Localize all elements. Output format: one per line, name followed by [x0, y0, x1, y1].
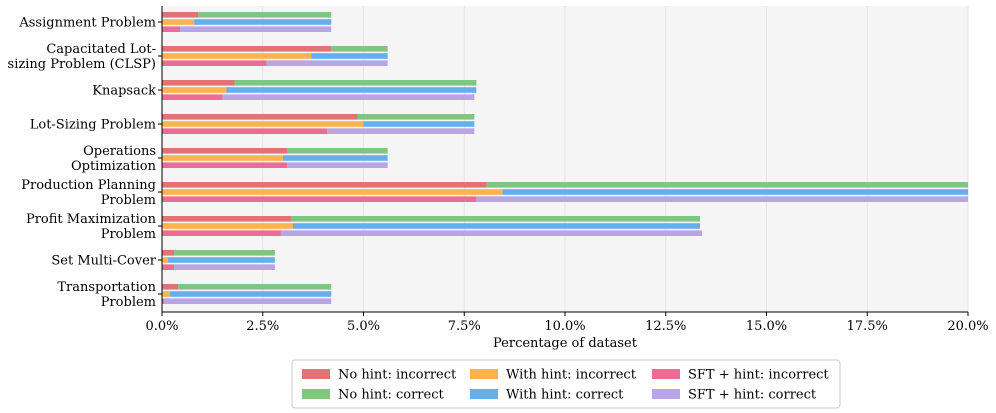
legend-frame — [291, 359, 841, 409]
bar-segment — [280, 230, 703, 236]
bar-segment — [162, 264, 175, 270]
category-labels: Assignment Problem Capacitated Lot-sizing… — [8, 16, 162, 310]
legend-swatch — [652, 369, 680, 379]
category-label: Capacitated Lot- — [46, 42, 156, 57]
bar-segment — [162, 148, 287, 154]
bar-segment — [162, 26, 181, 32]
category-label: sizing Problem (CLSP) — [8, 57, 156, 72]
category-label: Problem — [101, 193, 156, 208]
bar-segment — [162, 284, 179, 290]
bar-segment — [331, 46, 388, 52]
bar-segment — [162, 87, 227, 93]
category-label: Assignment Problem — [18, 16, 156, 31]
category-label: Set Multi-Cover — [51, 254, 156, 269]
bar-segment — [486, 182, 968, 188]
bar-segment — [327, 128, 475, 134]
bar-segment — [162, 250, 175, 256]
bar-segment — [162, 94, 223, 100]
x-tick-label: 5.0% — [347, 319, 380, 334]
legend-swatch — [302, 369, 330, 379]
bar-segment — [162, 60, 267, 66]
legend-swatch — [470, 389, 498, 399]
category-label: Lot-Sizing Problem — [30, 118, 156, 133]
bar-segment — [286, 162, 388, 168]
bar-segment — [502, 189, 968, 195]
bar-segment — [357, 114, 475, 120]
bar-segment — [198, 12, 332, 18]
x-ticks: 0.0% 2.5% 5.0% 7.5% 10.0% 12.5% 15.0% 17.5% 20.0… — [145, 312, 989, 334]
legend-label: No hint: incorrect — [338, 368, 457, 383]
bar-segment — [162, 155, 283, 161]
bar-segment — [162, 46, 332, 52]
bar-segment — [162, 121, 364, 127]
bar-segment — [180, 26, 332, 32]
bar-segment — [162, 216, 291, 222]
bar-segment — [286, 148, 388, 154]
bar-segment — [292, 223, 701, 229]
bar-segment — [162, 80, 235, 86]
bar-segment — [162, 12, 199, 18]
bar-segment — [162, 230, 281, 236]
x-tick-label: 10.0% — [544, 319, 585, 334]
bar-segment — [162, 182, 487, 188]
bar-segment — [282, 155, 388, 161]
bar-segment — [162, 189, 503, 195]
x-tick-label: 15.0% — [746, 319, 787, 334]
category-label: Operations — [83, 144, 156, 159]
bar-segment — [266, 60, 388, 66]
x-tick-label: 12.5% — [645, 319, 686, 334]
x-tick-label: 2.5% — [246, 319, 279, 334]
bar-segment — [162, 19, 195, 25]
bar-segment — [178, 284, 332, 290]
bar-segment — [162, 53, 312, 59]
bar-segment — [226, 87, 477, 93]
x-tick-label: 20.0% — [947, 319, 988, 334]
legend-label: No hint: correct — [338, 388, 444, 403]
bar-segment — [168, 257, 275, 263]
bar-segment — [311, 53, 388, 59]
bar-segment — [363, 121, 475, 127]
bar-segment — [174, 264, 275, 270]
category-label: Transportation — [57, 280, 156, 295]
legend-label: With hint: incorrect — [506, 368, 637, 383]
bar-segment — [162, 257, 169, 263]
bars — [162, 12, 968, 304]
legend-swatch — [652, 389, 680, 399]
bar-segment — [162, 114, 358, 120]
x-tick-label: 7.5% — [448, 319, 481, 334]
legend-label: With hint: correct — [506, 388, 624, 403]
category-label: Problem — [101, 227, 156, 242]
bar-segment — [162, 196, 477, 202]
bar-segment — [170, 291, 332, 297]
category-label: Problem — [101, 295, 156, 310]
category-label: Profit Maximization — [26, 212, 157, 227]
x-tick-label: 17.5% — [847, 319, 888, 334]
bar-segment — [162, 291, 171, 297]
bar-segment — [290, 216, 701, 222]
bar-segment — [476, 196, 968, 202]
legend-label: SFT + hint: incorrect — [688, 368, 829, 383]
bar-segment — [162, 223, 293, 229]
bar-segment — [164, 298, 332, 304]
x-tick-label: 0.0% — [145, 319, 178, 334]
category-label: Knapsack — [92, 84, 156, 99]
legend-label: SFT + hint: correct — [688, 388, 817, 403]
category-label: Optimization — [71, 159, 157, 174]
legend-swatch — [470, 369, 498, 379]
x-axis-title: Percentage of dataset — [493, 336, 638, 351]
category-label: Production Planning — [21, 178, 156, 193]
legend: No hint: incorrect No hint: correct With h… — [291, 359, 841, 409]
bar-segment — [162, 128, 328, 134]
bar-segment — [162, 162, 287, 168]
bar-segment — [194, 19, 332, 25]
bar-segment — [162, 298, 165, 304]
legend-swatch — [302, 389, 330, 399]
bar-segment — [174, 250, 275, 256]
bar-segment — [234, 80, 477, 86]
bar-segment — [222, 94, 475, 100]
